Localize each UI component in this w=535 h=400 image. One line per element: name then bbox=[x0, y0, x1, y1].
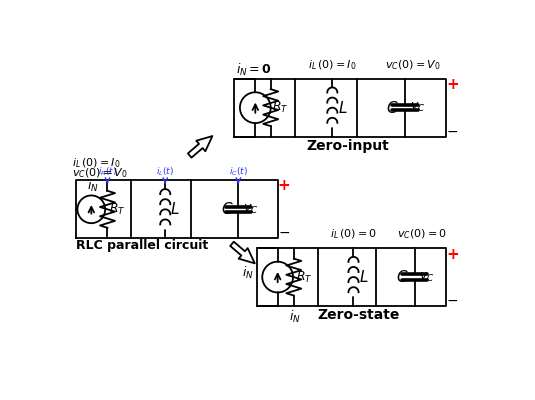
Text: $i_R(t)$: $i_R(t)$ bbox=[98, 166, 117, 178]
Text: $R_T$: $R_T$ bbox=[272, 100, 289, 115]
Text: $C$: $C$ bbox=[221, 201, 234, 217]
Text: $v_C(0)= 0$: $v_C(0)= 0$ bbox=[398, 228, 447, 241]
Text: +: + bbox=[446, 78, 459, 92]
Text: $v_C(0)=V_0$: $v_C(0)=V_0$ bbox=[385, 58, 441, 72]
Text: $i_L\,(0)=0$: $i_L\,(0)=0$ bbox=[330, 228, 377, 241]
Text: $R_T$: $R_T$ bbox=[109, 202, 126, 217]
Text: RLC parallel circuit: RLC parallel circuit bbox=[76, 239, 208, 252]
Text: $i_N$: $i_N$ bbox=[289, 309, 301, 325]
Text: $i_L\,(0)=I_0$: $i_L\,(0)=I_0$ bbox=[72, 157, 121, 170]
Text: $-$: $-$ bbox=[446, 293, 458, 307]
FancyArrowPatch shape bbox=[188, 136, 212, 158]
Text: +: + bbox=[446, 247, 459, 262]
Text: $C$: $C$ bbox=[396, 269, 409, 285]
Text: $v_C$: $v_C$ bbox=[410, 101, 425, 114]
Text: +: + bbox=[278, 178, 290, 192]
Text: $v_C$: $v_C$ bbox=[419, 270, 435, 284]
Text: $L$: $L$ bbox=[338, 100, 347, 116]
Text: $i_N=\mathbf{0}$: $i_N=\mathbf{0}$ bbox=[236, 62, 272, 78]
Text: $v_C$: $v_C$ bbox=[243, 203, 258, 216]
Text: $L$: $L$ bbox=[171, 201, 180, 217]
FancyArrowPatch shape bbox=[230, 242, 255, 263]
Text: $L$: $L$ bbox=[359, 269, 368, 285]
Text: $v_C(0)=V_0$: $v_C(0)=V_0$ bbox=[72, 166, 128, 180]
Text: $C$: $C$ bbox=[386, 100, 399, 116]
Text: $i_L\,(0)=I_0$: $i_L\,(0)=I_0$ bbox=[308, 58, 357, 72]
Text: $i_N$: $i_N$ bbox=[87, 178, 99, 194]
Text: $R_T$: $R_T$ bbox=[295, 270, 312, 285]
Text: $i_N$: $i_N$ bbox=[242, 265, 254, 281]
Text: $-$: $-$ bbox=[278, 225, 290, 239]
Text: $-$: $-$ bbox=[446, 123, 458, 137]
Text: Zero-state: Zero-state bbox=[318, 308, 400, 322]
Text: $i_L(t)$: $i_L(t)$ bbox=[156, 166, 174, 178]
Text: Zero-input: Zero-input bbox=[306, 139, 389, 153]
Text: $i_C(t)$: $i_C(t)$ bbox=[229, 166, 248, 178]
